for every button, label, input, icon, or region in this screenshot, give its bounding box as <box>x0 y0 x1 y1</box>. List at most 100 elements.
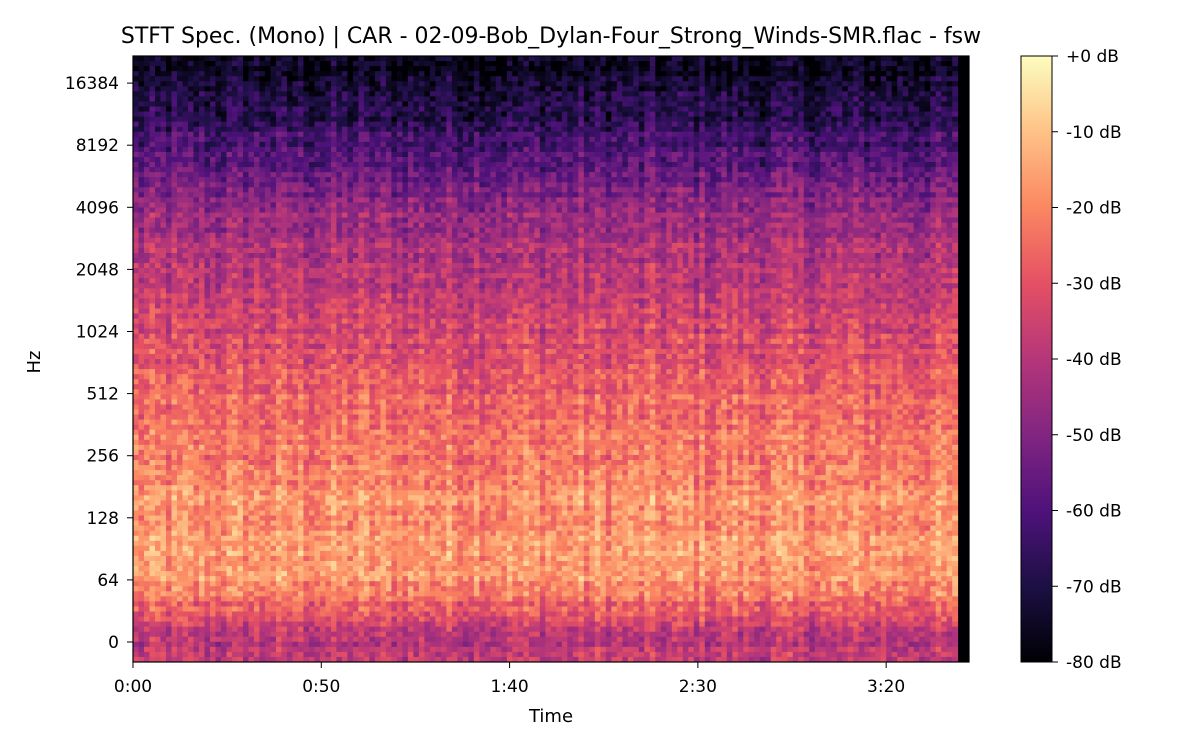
heatmap-cell <box>660 162 667 168</box>
heatmap-cell <box>440 86 447 92</box>
heatmap-cell <box>209 212 216 218</box>
heatmap-cell <box>660 187 667 193</box>
heatmap-cell <box>644 71 651 77</box>
heatmap-cell <box>435 116 442 123</box>
heatmap-cell <box>842 172 849 178</box>
heatmap-cell <box>413 136 420 143</box>
heatmap-cell <box>809 136 816 143</box>
heatmap-cell <box>308 157 315 163</box>
heatmap-cell <box>754 101 761 107</box>
heatmap-cell <box>358 151 365 158</box>
heatmap-cell <box>133 217 139 224</box>
heatmap-cell <box>682 76 689 82</box>
heatmap-cell <box>935 141 942 148</box>
heatmap-cell <box>396 76 403 82</box>
heatmap-cell <box>913 106 920 112</box>
heatmap-cell <box>765 202 772 208</box>
heatmap-cell <box>869 66 876 72</box>
heatmap-cell <box>622 76 629 82</box>
heatmap-cell <box>699 141 706 148</box>
heatmap-cell <box>869 136 876 143</box>
heatmap-cell <box>418 71 425 77</box>
heatmap-cell <box>831 197 838 203</box>
heatmap-cell <box>594 151 601 158</box>
heatmap-cell <box>737 81 744 87</box>
heatmap-cell <box>682 146 689 153</box>
heatmap-cell <box>952 207 959 213</box>
heatmap-cell <box>677 172 684 178</box>
heatmap-cell <box>479 81 486 87</box>
heatmap-cell <box>946 91 953 97</box>
heatmap-cell <box>407 167 414 173</box>
heatmap-cell <box>363 212 370 218</box>
heatmap-cell <box>616 172 623 178</box>
heatmap-cell <box>154 177 161 183</box>
heatmap-cell <box>286 177 293 183</box>
heatmap-cell <box>787 106 794 112</box>
heatmap-cell <box>473 56 480 62</box>
heatmap-cell <box>385 202 392 208</box>
heatmap-cell <box>649 101 656 107</box>
heatmap-cell <box>380 157 387 163</box>
heatmap-cell <box>567 126 574 133</box>
heatmap-cell <box>270 177 277 183</box>
heatmap-cell <box>842 56 849 62</box>
heatmap-cell <box>204 182 211 188</box>
heatmap-cell <box>391 167 398 173</box>
heatmap-cell <box>248 136 255 143</box>
heatmap-cell <box>264 61 271 67</box>
heatmap-cell <box>935 116 942 123</box>
heatmap-cell <box>418 136 425 143</box>
heatmap-cell <box>358 177 365 183</box>
heatmap-cell <box>253 146 260 153</box>
heatmap-cell <box>726 151 733 158</box>
heatmap-cell <box>677 202 684 208</box>
heatmap-cell <box>176 157 183 163</box>
heatmap-cell <box>611 126 618 133</box>
heatmap-cell <box>743 192 750 198</box>
heatmap-cell <box>726 111 733 117</box>
heatmap-cell <box>721 116 728 123</box>
heatmap-cell <box>941 56 948 62</box>
heatmap-cell <box>374 202 381 208</box>
heatmap-cell <box>649 141 656 148</box>
heatmap-cell <box>858 56 865 62</box>
heatmap-cell <box>787 131 794 138</box>
heatmap-cell <box>374 56 381 62</box>
heatmap-cell <box>297 136 304 143</box>
heatmap-cell <box>704 217 711 224</box>
heatmap-cell <box>495 182 502 188</box>
heatmap-cell <box>688 81 695 87</box>
heatmap-cell <box>391 111 398 117</box>
heatmap-cell <box>605 106 612 112</box>
heatmap-cell <box>165 126 172 133</box>
heatmap-cell <box>374 217 381 224</box>
heatmap-cell <box>803 157 810 163</box>
heatmap-cell <box>572 217 579 224</box>
heatmap-cell <box>451 182 458 188</box>
heatmap-cell <box>198 66 205 72</box>
heatmap-cell <box>413 131 420 138</box>
heatmap-cell <box>627 177 634 183</box>
heatmap-cell <box>133 81 139 87</box>
heatmap-cell <box>792 212 799 218</box>
heatmap-cell <box>572 141 579 148</box>
heatmap-cell <box>220 86 227 92</box>
heatmap-cell <box>935 146 942 153</box>
heatmap-cell <box>385 76 392 82</box>
heatmap-cell <box>550 101 557 107</box>
heatmap-cell <box>787 56 794 62</box>
heatmap-cell <box>886 131 893 138</box>
heatmap-cell <box>457 106 464 112</box>
heatmap-cell <box>308 202 315 208</box>
heatmap-cell <box>314 66 321 72</box>
heatmap-cell <box>688 96 695 102</box>
heatmap-cell <box>710 146 717 153</box>
heatmap-cell <box>798 111 805 117</box>
heatmap-cell <box>440 202 447 208</box>
heatmap-cell <box>286 111 293 117</box>
heatmap-cell <box>836 141 843 148</box>
heatmap-cell <box>567 162 574 168</box>
heatmap-cell <box>363 202 370 208</box>
heatmap-cell <box>259 212 266 218</box>
